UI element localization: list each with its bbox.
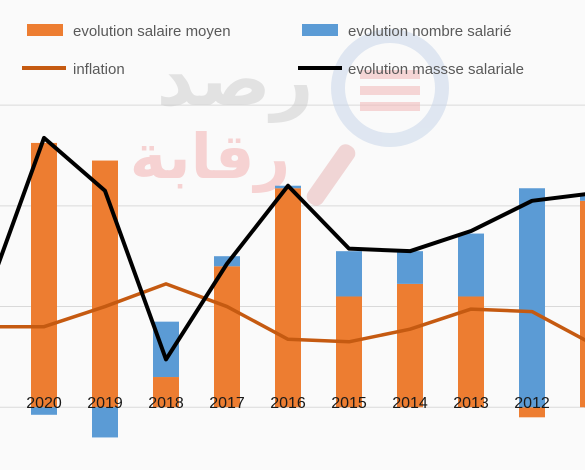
x-tick-label: 2017 — [209, 395, 245, 412]
x-tick-label: 2016 — [270, 395, 306, 412]
watermark-bar — [360, 70, 420, 79]
bar — [92, 407, 118, 438]
bar — [458, 233, 484, 297]
bar — [458, 296, 484, 408]
watermark-logo: رصد رقابة — [130, 29, 449, 206]
bar — [31, 142, 57, 408]
bar — [519, 188, 545, 408]
watermark-bar — [360, 102, 420, 111]
watermark-text-top: رصد — [157, 38, 314, 123]
legend-label-masse: evolution massse salariale — [348, 61, 524, 78]
x-tick-label: 2014 — [392, 395, 428, 412]
bar — [214, 266, 240, 408]
watermark-magnifier-ring — [331, 29, 449, 147]
watermark-magnifier-handle — [306, 144, 356, 206]
bar — [336, 251, 362, 297]
bar — [31, 407, 57, 415]
x-tick-label: 2020 — [26, 395, 62, 412]
x-tick-label: 2013 — [453, 395, 489, 412]
series-line — [0, 135, 585, 362]
x-axis-ticks: 20202019201820172016201520142013201220 — [26, 395, 585, 412]
bar — [153, 377, 179, 408]
x-tick-label: 2019 — [87, 395, 123, 412]
bar — [336, 296, 362, 408]
bar — [580, 200, 585, 408]
series-line — [0, 282, 585, 344]
watermark-text-bottom: رقابة — [130, 123, 290, 193]
legend-label-inflation: inflation — [73, 61, 125, 78]
x-tick-label: 2018 — [148, 395, 184, 412]
bar — [397, 283, 423, 408]
legend-swatch-salaire — [27, 24, 63, 36]
legend-swatch-nombre — [302, 24, 338, 36]
legend: evolution salaire moyen evolution nombre… — [22, 23, 524, 78]
lines — [0, 135, 585, 362]
bars — [31, 142, 585, 438]
x-tick-label: 2015 — [331, 395, 367, 412]
bar — [397, 251, 423, 284]
watermark-bar — [360, 86, 420, 95]
bar — [580, 193, 585, 201]
bar — [275, 188, 301, 408]
bar — [92, 160, 118, 408]
legend-label-nombre: evolution nombre salarié — [348, 23, 511, 40]
legend-label-salaire: evolution salaire moyen — [73, 23, 231, 40]
x-tick-label: 2012 — [514, 395, 550, 412]
bar — [519, 407, 545, 418]
